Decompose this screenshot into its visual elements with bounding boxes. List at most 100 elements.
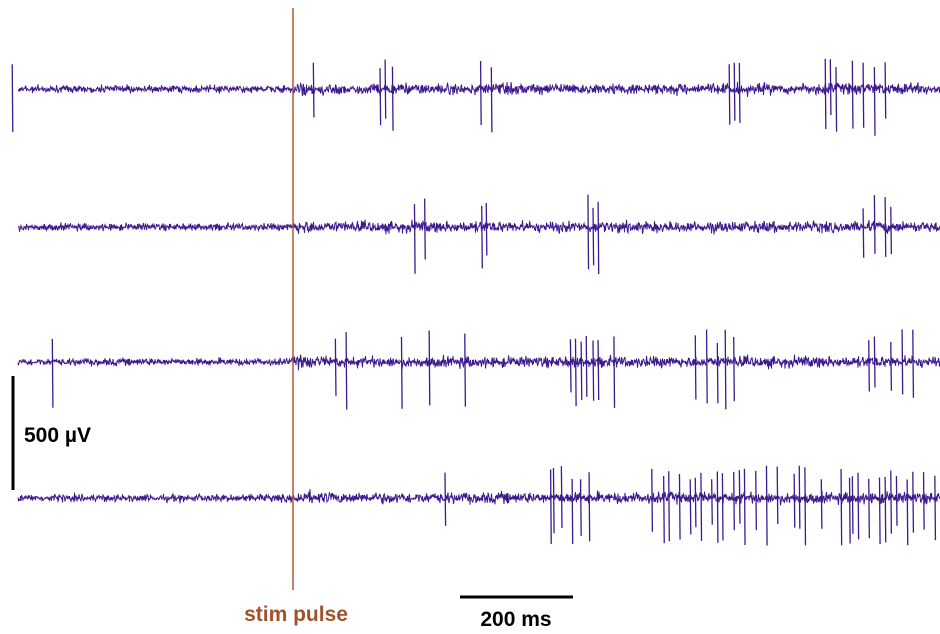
spike-trace4-38 [906, 479, 909, 546]
spike-trace4-34 [878, 477, 881, 545]
trace-3 [17, 354, 940, 371]
spike-trace2-11 [890, 206, 893, 255]
spike-trace1-2 [11, 64, 14, 133]
voltage-scale-label: 500 µV [24, 424, 91, 447]
spike-trace4-2 [444, 472, 447, 526]
spike-trace1-6 [391, 66, 394, 131]
spike-trace2-9 [873, 195, 876, 254]
spike-trace2-10 [884, 197, 887, 257]
spike-trace3-13 [613, 336, 616, 408]
spike-trace4-13 [689, 479, 692, 535]
spike-trace4-26 [798, 465, 801, 529]
spike-trace3-2 [334, 338, 337, 396]
spike-trace1-7 [479, 60, 482, 126]
spike-trace3-21 [890, 341, 893, 391]
spike-trace3-12 [597, 339, 600, 401]
spike-trace3-18 [733, 336, 735, 402]
spike-trace3-9 [580, 341, 583, 400]
stim-pulse-label: stim pulse [244, 603, 348, 626]
spike-trace1-17 [873, 67, 876, 136]
spike-trace4-4 [552, 467, 555, 534]
spike-trace4-33 [868, 478, 870, 539]
spike-trace3-4 [400, 336, 403, 409]
spike-trace4-29 [840, 469, 843, 546]
spike-trace3-22 [901, 329, 904, 395]
spike-trace2-7 [597, 201, 600, 275]
spike-trace4-17 [716, 471, 719, 543]
spike-trace4-21 [743, 468, 746, 546]
spike-trace3-17 [724, 329, 727, 410]
trace-1 [17, 81, 940, 97]
trace-2 [17, 219, 940, 235]
spike-trace1-4 [379, 68, 382, 126]
spike-trace3-14 [694, 335, 697, 400]
spike-trace2-5 [587, 194, 590, 270]
spike-trace4-28 [820, 479, 823, 529]
spike-trace3-8 [574, 338, 577, 407]
spike-trace1-18 [884, 62, 887, 119]
spike-trace1-14 [835, 67, 838, 132]
time-scale-label: 200 ms [480, 608, 551, 631]
spike-trace3-16 [716, 342, 719, 404]
spike-trace4-18 [721, 473, 724, 541]
spike-trace3-15 [705, 329, 708, 404]
spike-trace4-3 [549, 469, 552, 544]
spike-trace2-2 [423, 198, 426, 260]
spike-trace1-16 [862, 62, 865, 128]
spike-trace1-9 [728, 64, 731, 125]
spike-trace3-20 [873, 336, 876, 388]
spike-trace3-19 [868, 340, 870, 392]
spike-trace4-9 [651, 468, 654, 532]
spike-trace4-7 [579, 479, 582, 536]
spike-trace4-40 [922, 472, 925, 530]
spike-trace4-20 [738, 470, 741, 524]
spike-trace3-10 [585, 335, 588, 397]
spike-trace1-13 [829, 59, 832, 116]
spike-trace3-23 [912, 329, 915, 398]
spike-trace1-8 [490, 67, 493, 133]
spike-trace4-5 [560, 466, 563, 529]
spike-trace4-14 [694, 477, 697, 528]
spike-trace4-35 [884, 476, 887, 543]
spike-trace4-25 [793, 473, 796, 528]
spike-trace1-12 [824, 58, 827, 130]
spike-trace3-6 [464, 333, 467, 407]
spike-trace2-1 [413, 204, 416, 274]
spike-trace3-1 [51, 338, 54, 408]
spike-trace1-15 [851, 60, 854, 129]
trace-4 [17, 488, 940, 506]
spike-trace3-7 [569, 339, 572, 393]
spike-trace4-41 [934, 475, 937, 541]
spike-trace4-15 [700, 472, 703, 541]
spike-trace4-32 [857, 472, 860, 540]
spike-trace4-36 [890, 470, 893, 534]
spike-trace4-8 [588, 472, 591, 542]
spike-trace4-19 [733, 471, 735, 531]
spike-trace3-5 [428, 330, 431, 406]
spike-trace2-3 [481, 205, 483, 269]
spike-trace4-24 [776, 466, 779, 525]
spike-trace3-3 [345, 332, 348, 410]
spike-trace4-16 [711, 479, 713, 525]
spike-trace4-37 [895, 475, 898, 526]
spike-trace3-11 [592, 340, 595, 401]
spike-trace4-11 [668, 471, 670, 542]
spike-trace2-4 [485, 202, 488, 256]
spike-trace4-23 [765, 465, 768, 546]
spike-trace1-3 [312, 62, 315, 118]
spike-trace4-39 [912, 471, 915, 533]
spike-trace2-8 [862, 208, 865, 258]
spike-trace2-6 [592, 207, 595, 266]
spike-trace1-11 [738, 62, 741, 123]
spike-trace4-22 [755, 470, 757, 531]
spike-trace4-12 [678, 473, 681, 540]
spike-trace4-6 [571, 478, 574, 545]
voltage-traces [11, 58, 940, 546]
spike-trace4-31 [851, 476, 854, 534]
spike-trace4-27 [804, 467, 807, 546]
spike-trace4-30 [848, 477, 851, 544]
spike-trace4-10 [662, 475, 665, 544]
spike-trace1-5 [384, 59, 387, 119]
spike-trace1-10 [733, 62, 736, 121]
